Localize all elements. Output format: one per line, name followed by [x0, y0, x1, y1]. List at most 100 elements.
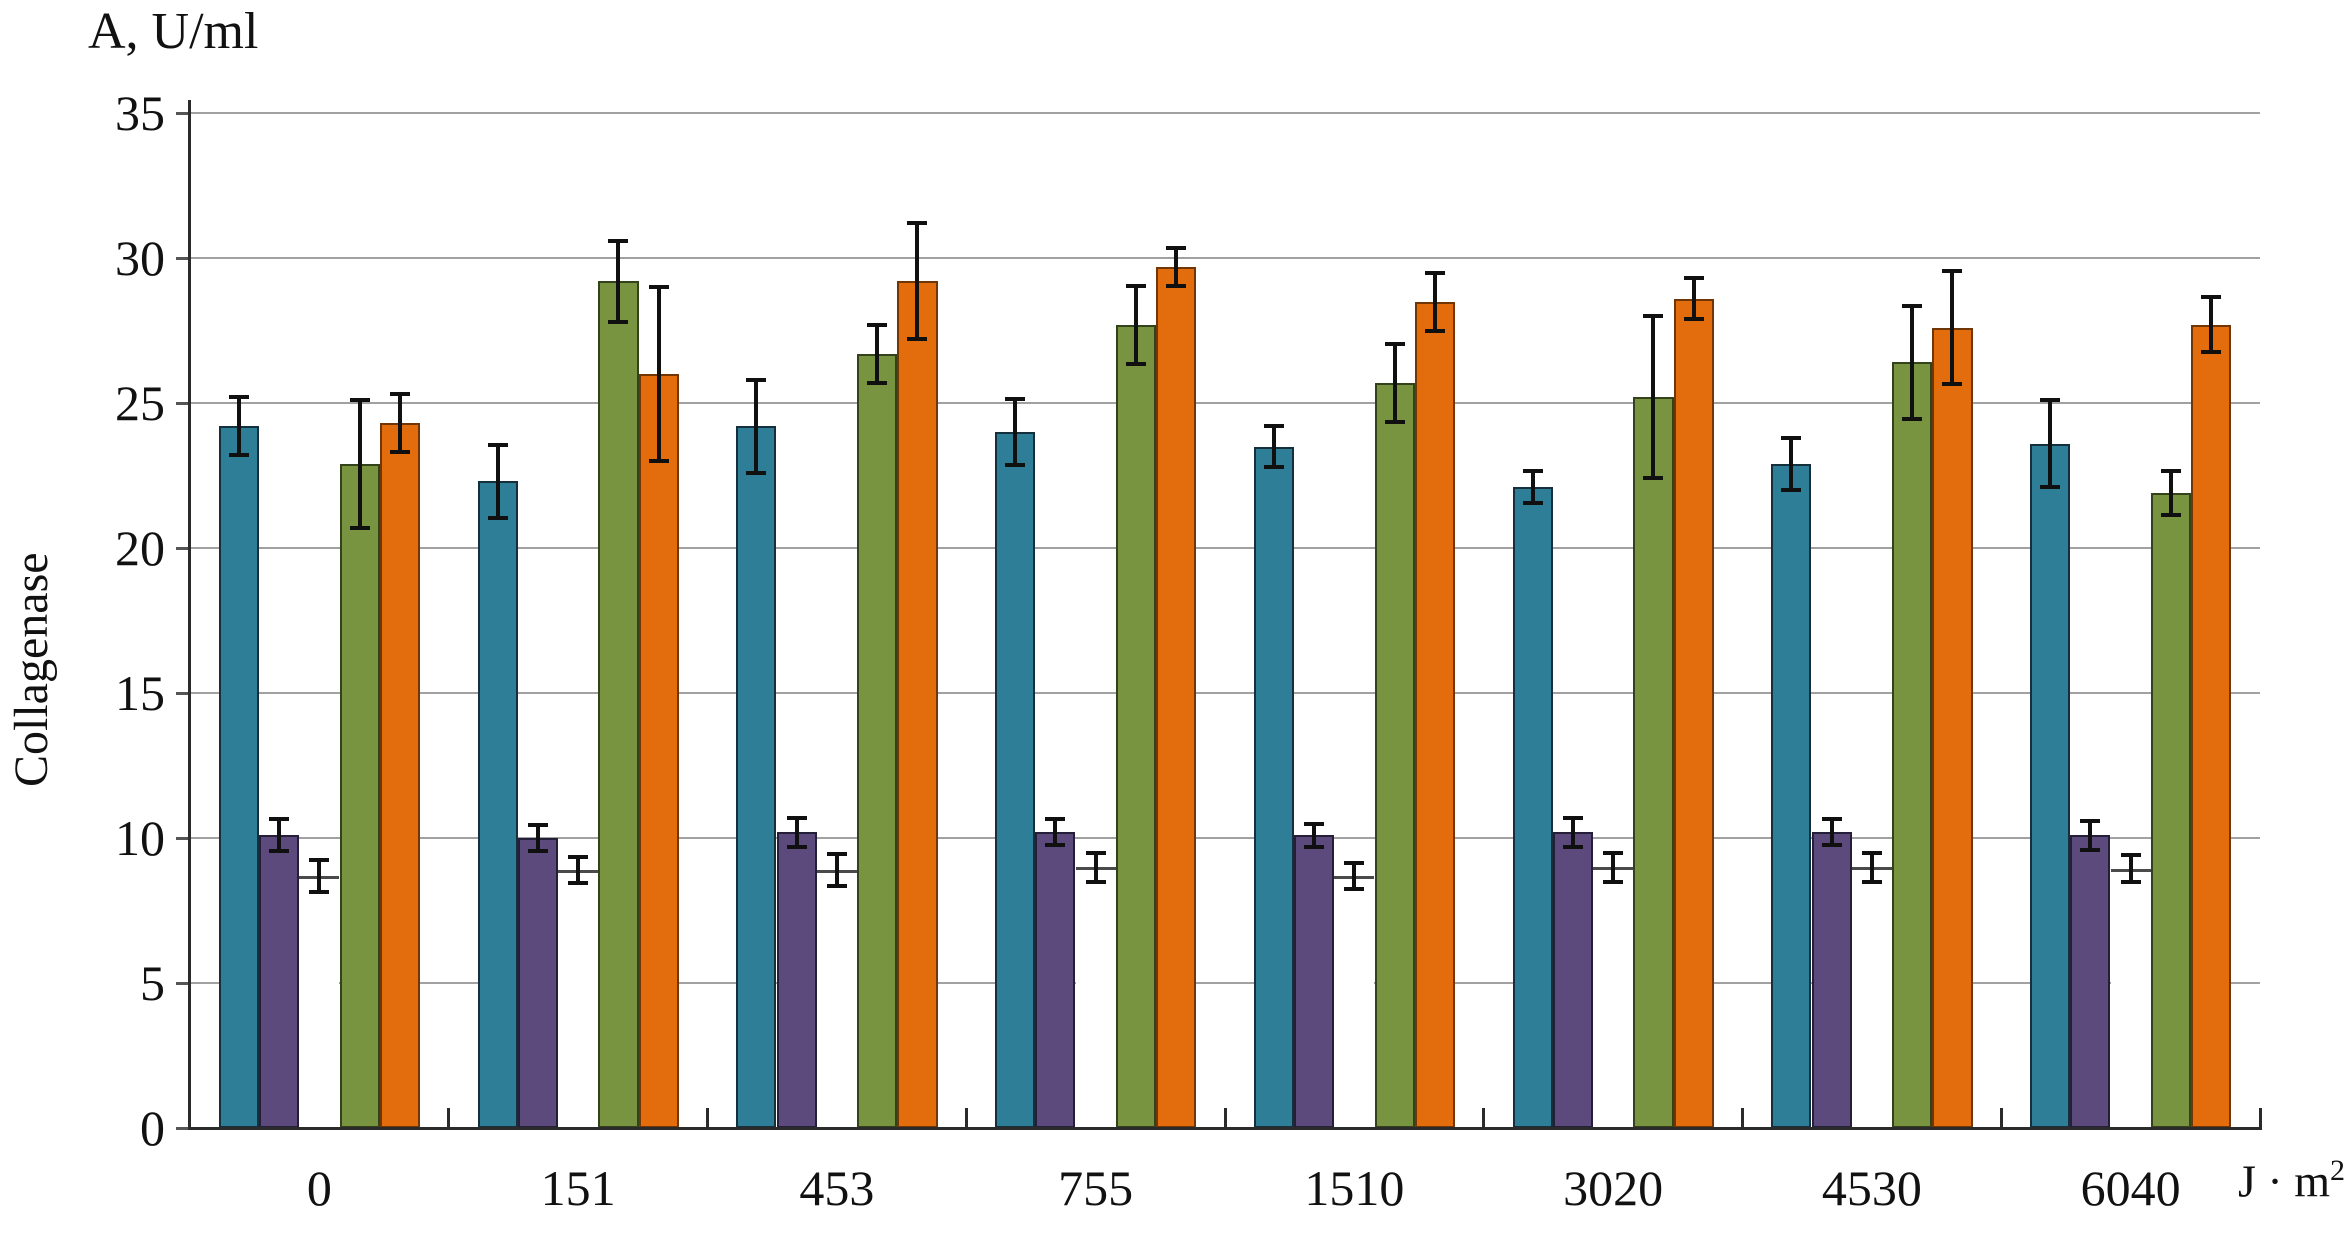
error-bar-cap [2201, 350, 2222, 355]
error-bar-cap [786, 815, 807, 820]
bar-series-3-white-cat-1510 [1334, 875, 1375, 1128]
x-axis-line [188, 1127, 2262, 1130]
y-axis-tick [176, 1127, 190, 1130]
x-axis-tick [964, 1108, 968, 1128]
error-bar-cap [1304, 821, 1325, 826]
y-tick-label: 30 [115, 230, 165, 286]
error-bar-cap [1942, 382, 1963, 387]
y-tick-label: 35 [115, 85, 165, 141]
x-tick-label: 4530 [1821, 1160, 1922, 1216]
bar-series-4-green-cat-0 [339, 463, 380, 1128]
error-bar-cap [867, 380, 888, 385]
bar-series-2-purple-cat-0 [259, 835, 300, 1128]
y-tick-label: 20 [115, 520, 165, 576]
error-bar-line [1950, 271, 1955, 385]
error-bar-cap [907, 337, 928, 342]
x-axis-tick [1999, 1108, 2003, 1128]
y-tick-label: 15 [115, 665, 165, 721]
error-bar-cap [1005, 396, 1026, 401]
bar-series-5-orange-cat-4530 [1932, 327, 1973, 1128]
x-tick-label: 0 [306, 1160, 332, 1216]
gridline [190, 547, 2260, 549]
bar-series-1-teal-cat-453 [736, 426, 777, 1128]
error-bar-cap [1344, 886, 1365, 891]
bar-series-4-green-cat-755 [1115, 324, 1157, 1128]
x-axis-tick [1482, 1108, 1486, 1128]
error-bar-cap [1522, 469, 1543, 474]
y-tick-label: 10 [115, 810, 165, 866]
x-axis-tick [1741, 1108, 1744, 1128]
error-bar-cap [1125, 361, 1146, 366]
error-bar-line [1651, 316, 1656, 479]
error-bar-cap [648, 459, 669, 463]
error-bar-cap [746, 377, 767, 382]
y-axis-tick [176, 112, 190, 115]
error-bar-cap [1424, 328, 1445, 333]
bar-series-3-white-cat-755 [1075, 867, 1116, 1128]
error-bar-cap [1781, 488, 1802, 492]
error-bar-cap [1263, 424, 1284, 429]
x-axis-tick [2258, 1108, 2262, 1128]
error-bar-line [1013, 398, 1018, 466]
error-bar-cap [1263, 464, 1284, 469]
error-bar-line [236, 397, 241, 456]
error-bar-cap [1821, 843, 1842, 848]
bar-series-4-green-cat-4530 [1892, 362, 1933, 1128]
error-bar-cap [228, 395, 249, 400]
error-bar-cap [1683, 276, 1704, 281]
error-bar-line [1910, 305, 1915, 419]
error-bar-cap [1902, 303, 1923, 308]
x-axis-unit-superscript: 2 [2330, 1154, 2345, 1187]
x-tick-label: 1510 [1304, 1160, 1405, 1216]
bar-series-2-purple-cat-755 [1035, 832, 1076, 1128]
error-bar-line [1093, 852, 1098, 882]
bar-series-2-purple-cat-6040 [2070, 835, 2111, 1128]
error-bar-line [495, 445, 500, 518]
gridline [190, 112, 2260, 114]
error-bar-cap [1942, 269, 1963, 273]
gridline [190, 982, 2260, 984]
error-bar-line [1392, 343, 1397, 422]
error-bar-cap [1384, 341, 1405, 346]
error-bar-line [576, 856, 581, 883]
x-tick-label: 6040 [2080, 1160, 2181, 1216]
error-bar-cap [349, 398, 370, 403]
error-bar-line [317, 859, 322, 892]
error-bar-line [357, 400, 362, 528]
x-tick-label: 3020 [1563, 1160, 1664, 1216]
error-bar-cap [1424, 270, 1445, 275]
error-bar-cap [568, 854, 589, 859]
error-bar-cap [269, 849, 290, 853]
error-bar-cap [1085, 879, 1106, 884]
x-axis-unit-text: J · m [2238, 1155, 2330, 1207]
bar-series-1-teal-cat-6040 [2030, 443, 2071, 1128]
error-bar-line [397, 394, 402, 453]
error-bar-line [875, 324, 880, 383]
gridline [190, 257, 2260, 259]
error-bar-cap [2120, 853, 2141, 858]
error-bar-cap [826, 852, 847, 856]
error-bar-cap [1603, 850, 1624, 855]
error-bar-cap [1861, 850, 1882, 855]
bar-series-4-green-cat-151 [598, 281, 639, 1128]
bar-series-4-green-cat-1510 [1374, 382, 1415, 1128]
bar-series-1-teal-cat-755 [995, 432, 1036, 1128]
error-bar-cap [1384, 419, 1405, 424]
error-bar-line [1691, 278, 1696, 319]
error-bar-cap [2160, 512, 2181, 517]
x-tick-label: 151 [540, 1160, 616, 1216]
x-axis-unit-label: J · m2 [2238, 1154, 2345, 1207]
error-bar-cap [527, 849, 548, 853]
error-bar-cap [1166, 245, 1187, 250]
error-bar-cap [786, 844, 807, 849]
bar-series-5-orange-cat-151 [638, 374, 679, 1128]
y-axis-title: Collagenase [5, 552, 58, 788]
x-axis-tick [706, 1108, 709, 1128]
error-bar-cap [2160, 469, 2181, 474]
y-axis-tick [176, 257, 190, 260]
bar-series-2-purple-cat-4530 [1811, 832, 1852, 1128]
error-bar-line [2088, 820, 2093, 850]
error-bar-cap [527, 823, 548, 827]
error-bar-line [1312, 823, 1317, 847]
error-bar-cap [2201, 295, 2222, 300]
